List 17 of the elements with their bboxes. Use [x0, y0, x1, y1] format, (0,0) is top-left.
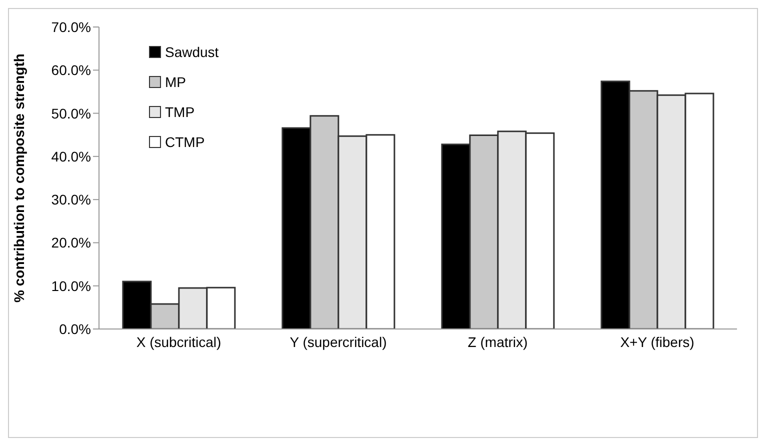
legend-label: TMP — [165, 104, 195, 120]
y-axis-title: % contribution to composite strength — [10, 54, 27, 302]
y-tick-label: 20.0% — [51, 234, 91, 251]
legend-label: MP — [165, 74, 186, 90]
y-tick-label: 50.0% — [51, 105, 91, 122]
x-tick-label: Y (supercritical) — [290, 334, 387, 350]
y-tick-label: 30.0% — [51, 192, 91, 208]
x-tick-label: X (subcritical) — [136, 334, 222, 350]
y-tick-label: 60.0% — [51, 62, 91, 78]
legend-label: CTMP — [165, 134, 205, 150]
x-tick-label: X+Y (fibers) — [620, 334, 694, 350]
y-tick-label: 0.0% — [59, 320, 91, 337]
y-tick-label: 10.0% — [51, 278, 91, 294]
y-tick-label: 70.0% — [51, 18, 91, 35]
x-tick-label: Z (matrix) — [468, 334, 528, 350]
y-tick-label: 40.0% — [51, 148, 91, 164]
legend-label: Sawdust — [165, 44, 219, 60]
